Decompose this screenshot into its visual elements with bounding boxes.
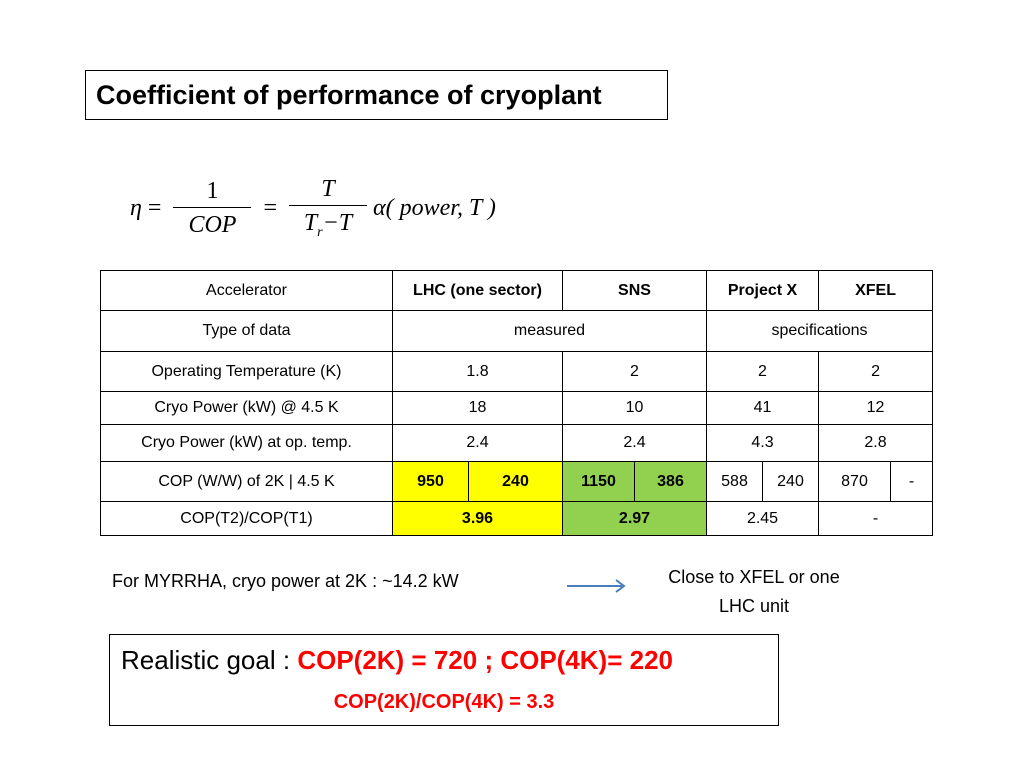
right-arrow-icon	[567, 579, 626, 593]
cell-ratio-sns: 2.97	[562, 501, 707, 536]
table-row-power-op: Cryo Power (kW) at op. temp. 2.4 2.4 4.3…	[100, 424, 934, 462]
cell-type-specifications: specifications	[705, 310, 934, 352]
cell-header-projectx: Project X	[705, 270, 820, 311]
cell-temp-projectx: 2	[705, 351, 820, 392]
cell-power45-sns: 10	[562, 391, 707, 425]
cell-cop-sns-2k: 1150	[562, 461, 635, 502]
cell-powerop-xfel: 2.8	[818, 424, 934, 462]
cell-temp-lhc: 1.8	[392, 351, 563, 392]
cell-powerop-label: Cryo Power (kW) at op. temp.	[100, 424, 393, 462]
cell-temp-sns: 2	[562, 351, 707, 392]
formula-equals-1: =	[147, 194, 162, 221]
table-row-type: Type of data measured specifications	[100, 310, 934, 352]
formula-frac1-numerator: 1	[173, 178, 252, 208]
cell-power45-lhc: 18	[392, 391, 563, 425]
cell-type-measured: measured	[392, 310, 707, 352]
cell-cop-lhc-45k: 240	[468, 461, 563, 502]
cell-type-label: Type of data	[100, 310, 393, 352]
table-row-cop: COP (W/W) of 2K | 4.5 K 950 240 1150 386…	[100, 461, 934, 502]
formula-fraction-2: T Tr−T	[289, 176, 367, 241]
table-row-header: Accelerator LHC (one sector) SNS Project…	[100, 270, 934, 311]
goal-line-1: Realistic goal : COP(2K) = 720 ; COP(4K)…	[121, 645, 673, 676]
close-note-line-1: Close to XFEL or one	[668, 567, 840, 587]
cell-header-xfel: XFEL	[818, 270, 934, 311]
cell-cop-xfel-45k: -	[890, 461, 934, 502]
cell-cop-projectx-45k: 240	[761, 461, 820, 502]
formula-equals-2: =	[263, 194, 277, 221]
table-row-temperature: Operating Temperature (K) 1.8 2 2 2	[100, 351, 934, 392]
formula-tr-sub: r	[317, 224, 323, 240]
cell-ratio-label: COP(T2)/COP(T1)	[100, 501, 393, 536]
cell-ratio-projectx: 2.45	[705, 501, 820, 536]
cell-header-lhc: LHC (one sector)	[392, 270, 563, 311]
cell-power45-xfel: 12	[818, 391, 934, 425]
formula-frac2-denominator: Tr−T	[300, 206, 356, 241]
cell-powerop-projectx: 4.3	[705, 424, 820, 462]
formula-minus-t: −T	[322, 209, 353, 236]
cell-cop-xfel-2k: 870	[818, 461, 892, 502]
formula-alpha-args: ( power, T )	[385, 194, 496, 221]
realistic-goal-box: Realistic goal : COP(2K) = 720 ; COP(4K)…	[109, 634, 779, 726]
cell-temp-label: Operating Temperature (K)	[100, 351, 393, 392]
cell-ratio-xfel: -	[818, 501, 934, 536]
formula-fraction-1: 1 COP	[173, 178, 252, 239]
cell-header-sns: SNS	[562, 270, 707, 311]
cell-accelerator-label: Accelerator	[100, 270, 393, 311]
slide-title-text: Coefficient of performance of cryoplant	[96, 79, 602, 110]
cell-cop-sns-45k: 386	[634, 461, 707, 502]
cryoplant-table: Accelerator LHC (one sector) SNS Project…	[100, 270, 934, 536]
formula-alpha: α	[373, 194, 386, 221]
close-to-xfel-note: Close to XFEL or one LHC unit	[636, 563, 872, 621]
goal-ratio: COP(2K)/COP(4K) = 3.3	[333, 691, 555, 713]
cell-powerop-lhc: 2.4	[392, 424, 563, 462]
slide-title: Coefficient of performance of cryoplant	[85, 70, 668, 120]
cell-cop-lhc-2k: 950	[392, 461, 469, 502]
cell-cop-projectx-2k: 588	[706, 461, 763, 502]
formula-eta: η	[130, 194, 142, 221]
formula-frac1-denominator: COP	[188, 211, 237, 238]
cell-cop-label: COP (W/W) of 2K | 4.5 K	[100, 461, 393, 502]
goal-prefix: Realistic goal :	[121, 645, 298, 675]
cell-powerop-sns: 2.4	[562, 424, 707, 462]
formula-frac2-numerator: T	[289, 176, 367, 206]
cell-temp-xfel: 2	[818, 351, 934, 392]
cell-power45-projectx: 41	[705, 391, 820, 425]
cell-ratio-lhc: 3.96	[392, 501, 563, 536]
goal-cop-values: COP(2K) = 720 ; COP(4K)= 220	[297, 645, 674, 675]
cell-power45-label: Cryo Power (kW) @ 4.5 K	[100, 391, 393, 425]
formula-tr-base: T	[303, 209, 318, 236]
close-note-line-2: LHC unit	[718, 596, 790, 616]
table-row-ratio: COP(T2)/COP(T1) 3.96 2.97 2.45 -	[100, 501, 934, 536]
cop-formula: η = 1 COP = T Tr−T α ( power, T )	[130, 168, 496, 248]
myrrha-note: For MYRRHA, cryo power at 2K : ~14.2 kW	[112, 571, 459, 591]
table-row-power-45k: Cryo Power (kW) @ 4.5 K 18 10 41 12	[100, 391, 934, 425]
